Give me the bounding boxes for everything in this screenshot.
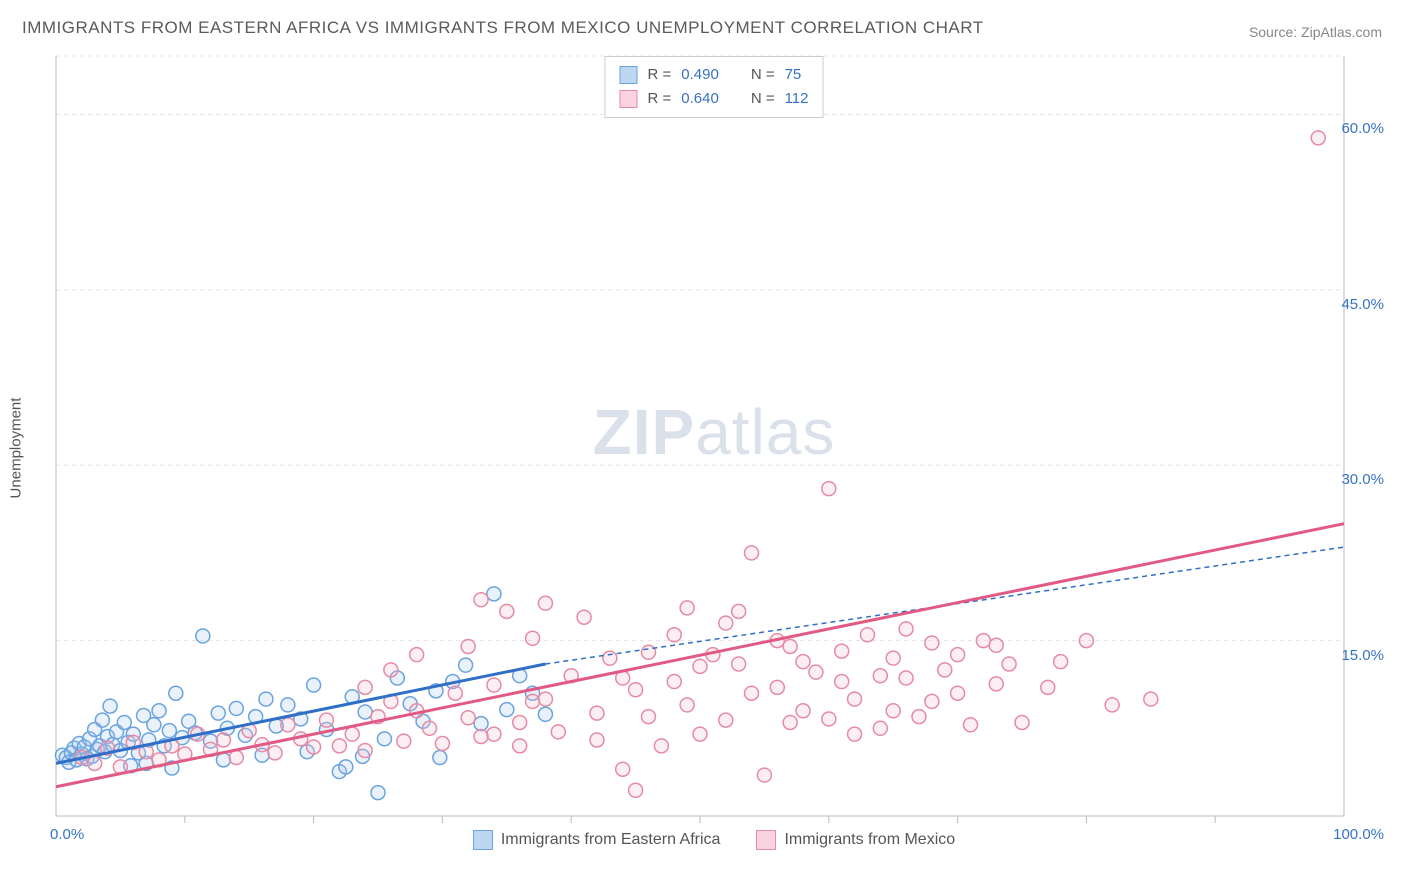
stats-r-label-0: R = xyxy=(648,63,672,87)
y-tick-label: 45.0% xyxy=(1341,296,1384,313)
stats-row-series-1: R = 0.640 N = 112 xyxy=(620,87,809,111)
legend-swatch-1 xyxy=(756,830,776,850)
x-axis-legend: Immigrants from Eastern Africa Immigrant… xyxy=(46,830,1382,850)
stats-r-label-1: R = xyxy=(648,87,672,111)
stats-r-value-0: 0.490 xyxy=(681,63,719,87)
legend-item-1: Immigrants from Mexico xyxy=(756,830,955,850)
legend-label-1: Immigrants from Mexico xyxy=(784,831,955,849)
stats-n-label-1: N = xyxy=(751,87,775,111)
stats-n-value-1: 112 xyxy=(785,87,809,111)
chart-container: Unemployment ZIPatlas R = 0.490 N = 75 R… xyxy=(46,48,1382,848)
chart-title: IMMIGRANTS FROM EASTERN AFRICA VS IMMIGR… xyxy=(22,18,984,38)
stats-swatch-0 xyxy=(620,66,638,84)
stats-n-label-0: N = xyxy=(751,63,775,87)
legend-label-0: Immigrants from Eastern Africa xyxy=(501,831,721,849)
stats-r-value-1: 0.640 xyxy=(681,87,719,111)
source-attribution: Source: ZipAtlas.com xyxy=(1249,24,1382,40)
x-axis-max-label: 100.0% xyxy=(1333,826,1384,843)
x-axis-min-label: 0.0% xyxy=(50,826,84,843)
stats-swatch-1 xyxy=(620,90,638,108)
source-name: ZipAtlas.com xyxy=(1301,24,1382,40)
source-prefix: Source: xyxy=(1249,24,1301,40)
stats-row-series-0: R = 0.490 N = 75 xyxy=(620,63,809,87)
legend-item-0: Immigrants from Eastern Africa xyxy=(473,830,721,850)
stats-n-value-0: 75 xyxy=(785,63,802,87)
y-tick-label: 30.0% xyxy=(1341,471,1384,488)
stats-legend-box: R = 0.490 N = 75 R = 0.640 N = 112 xyxy=(605,56,824,118)
chart-svg xyxy=(46,48,1382,848)
y-axis-label: Unemployment xyxy=(8,398,25,499)
y-tick-label: 60.0% xyxy=(1341,120,1384,137)
legend-swatch-0 xyxy=(473,830,493,850)
y-tick-label: 15.0% xyxy=(1341,647,1384,664)
